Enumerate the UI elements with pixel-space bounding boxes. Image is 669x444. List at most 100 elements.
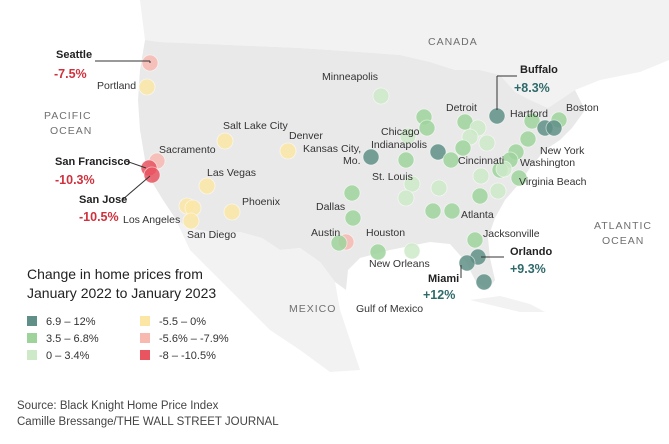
marker-columbia (471, 187, 489, 205)
buffalo-value: +8.3% (514, 81, 550, 95)
dallas-label: Dallas (316, 201, 345, 213)
miami-value: +12% (423, 288, 455, 302)
legend-label-c5: -5.6% – -7.9% (159, 333, 229, 345)
marker-milwaukee (399, 127, 417, 145)
salt-lake-city-label: Salt Lake City (223, 120, 289, 132)
legend-label-c2: 3.5 – 6.8% (46, 333, 99, 345)
marker-pittsburgh (478, 134, 496, 152)
marker-new-orleans (403, 242, 421, 260)
legend-title-line1: Change in home prices from (27, 266, 203, 282)
mexico-land (175, 218, 360, 372)
legend-label-c3: 0 – 3.4% (46, 350, 90, 362)
legend-swatch-c6 (140, 350, 150, 360)
marker-houston (369, 243, 387, 261)
marker-salt-lake (216, 132, 234, 150)
phoenix-label: Phoenix (242, 196, 281, 208)
atlanta-label: Atlanta (461, 209, 494, 221)
marker-raleigh (495, 160, 513, 178)
sacramento-label: Sacramento (159, 144, 216, 156)
marker-denver (279, 142, 297, 160)
marker-miami (475, 273, 493, 291)
city-markers (138, 54, 568, 291)
marker-hartford (523, 112, 541, 130)
las-vegas-label: Las Vegas (207, 167, 256, 179)
legend-title-line2: January 2022 to January 2023 (27, 285, 217, 301)
marker-las-vegas (198, 177, 216, 195)
marker-portland (138, 78, 156, 96)
source-credit: Source: Black Knight Home Price Index Ca… (17, 398, 279, 430)
miami-name: Miami (428, 273, 459, 285)
source-line-2: Camille Bressange/THE WALL STREET JOURNA… (17, 416, 279, 428)
sanfrancisco-leader (125, 160, 147, 169)
sanjose-value: -10.5% (79, 210, 119, 224)
marker-kansas-city (362, 148, 380, 166)
orlando-value: +9.3% (510, 262, 546, 276)
legend-item-c3: 0 – 3.4% (27, 349, 89, 363)
marker-columbus (429, 143, 447, 161)
legend-item-c1: 6.9 – 12% (27, 315, 96, 329)
marker-birmingham (424, 202, 442, 220)
st-louis-label: St. Louis (372, 171, 413, 183)
legend-label-c4: -5.5 – 0% (159, 316, 207, 328)
seattle-name: Seattle (56, 49, 92, 61)
los-angeles-label: Los Angeles (123, 214, 180, 226)
austin-label: Austin (311, 227, 340, 239)
marker-dallas (344, 209, 362, 227)
marker-tampa (458, 254, 476, 272)
legend-swatch-c1 (27, 316, 37, 326)
sanjose-name: San Jose (79, 194, 127, 206)
legend-swatch-c5 (140, 333, 150, 343)
marker-sanjose (143, 166, 161, 184)
legend-item-c5: -5.6% – -7.9% (140, 332, 229, 346)
marker-nashville (430, 179, 448, 197)
legend-item-c2: 3.5 – 6.8% (27, 332, 99, 346)
detroit-label: Detroit (446, 102, 477, 114)
cincinnati-label: Cincinnati (458, 155, 504, 167)
new-york-label: New York (540, 145, 585, 157)
portland-label: Portland (97, 80, 136, 92)
virginia-beach-label: Virginia Beach (519, 176, 587, 188)
marker-san-diego (182, 212, 200, 230)
marker-memphis (397, 189, 415, 207)
kansas-city-label-2: Mo. (343, 155, 361, 167)
hartford-label: Hartford (510, 108, 548, 120)
legend-label-c1: 6.9 – 12% (46, 316, 96, 328)
san-diego-label: San Diego (187, 229, 236, 241)
marker-charlotte (472, 167, 490, 185)
marker-cincinnati (442, 151, 460, 169)
boston-label: Boston (566, 102, 599, 114)
jacksonville-label: Jacksonville (483, 228, 540, 240)
marker-atlanta (443, 202, 461, 220)
legend-swatch-c2 (27, 333, 37, 343)
marker-buffalo (488, 107, 506, 125)
marker-newyork-1 (545, 119, 563, 137)
legend-item-c6: -8 – -10.5% (140, 349, 216, 363)
marker-indianapolis (397, 151, 415, 169)
kansas-city-label-1: Kansas City, (303, 143, 361, 155)
legend-swatch-c4 (140, 316, 150, 326)
sanjose-leader (121, 175, 151, 201)
denver-label: Denver (289, 130, 323, 142)
legend: Change in home prices from January 2022 … (27, 265, 287, 362)
legend-label-c6: -8 – -10.5% (159, 350, 216, 362)
marker-richmond (510, 169, 528, 187)
usa-land (138, 40, 585, 290)
marker-minneapolis (372, 87, 390, 105)
canada-label: CANADA (428, 36, 478, 48)
marker-jacksonville (466, 231, 484, 249)
marker-phoenix (223, 203, 241, 221)
sanfrancisco-name: San Francisco (55, 156, 130, 168)
marker-san-antonio (330, 234, 348, 252)
canada-land (140, 0, 669, 108)
buffalo-name: Buffalo (520, 64, 558, 76)
marker-dayton (454, 139, 472, 157)
houston-label: Houston (366, 227, 405, 239)
marker-okc (343, 184, 361, 202)
legend-swatch-c3 (27, 350, 37, 360)
chicago-label: Chicago (381, 126, 420, 138)
indianapolis-label: Indianapolis (371, 139, 427, 151)
marker-louisville (403, 175, 421, 193)
marker-greenville (489, 182, 507, 200)
marker-newyork-2 (519, 130, 537, 148)
